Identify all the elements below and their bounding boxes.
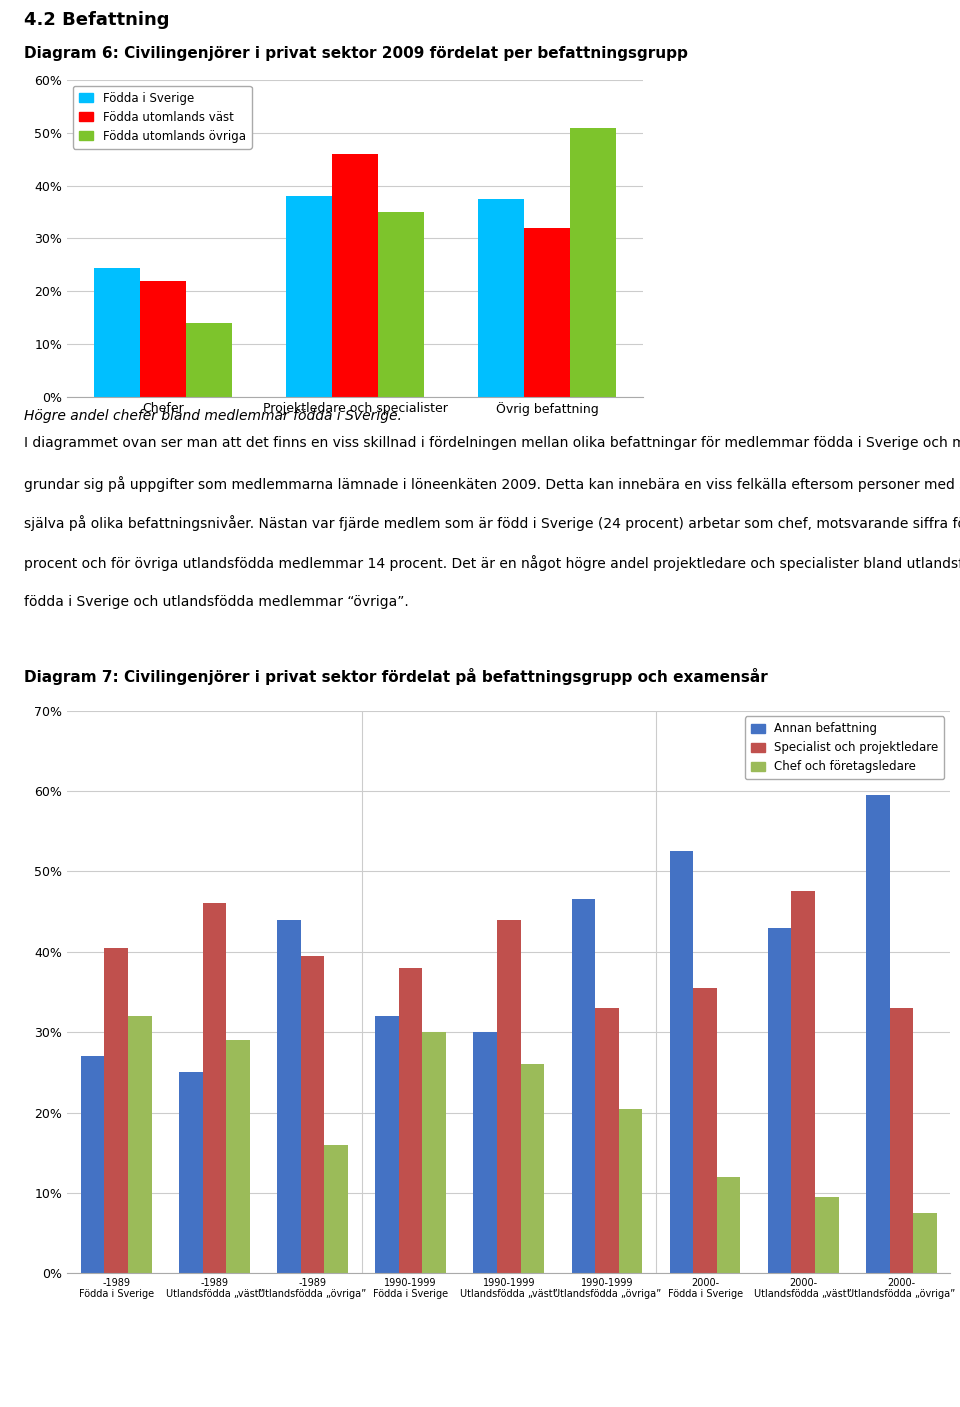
Bar xyxy=(399,968,422,1273)
Bar xyxy=(105,948,128,1273)
Bar xyxy=(140,281,186,397)
Bar xyxy=(570,128,616,397)
Bar xyxy=(866,795,890,1273)
Bar xyxy=(595,1007,618,1273)
Text: själva på olika befattningsnivåer. Nästan var fjärde medlem som är född i Sverig: själva på olika befattningsnivåer. Nästa… xyxy=(24,515,960,532)
Bar xyxy=(128,1016,152,1273)
Bar xyxy=(670,851,693,1273)
Text: Diagram 6: Civilingenjörer i privat sektor 2009 fördelat per befattningsgrupp: Diagram 6: Civilingenjörer i privat sekt… xyxy=(24,46,688,61)
Legend: Födda i Sverige, Födda utomlands väst, Födda utomlands övriga: Födda i Sverige, Födda utomlands väst, F… xyxy=(73,86,252,149)
Text: grundar sig på uppgifter som medlemmarna lämnade i löneenkäten 2009. Detta kan i: grundar sig på uppgifter som medlemmarna… xyxy=(24,476,960,492)
Legend: Annan befattning, Specialist och projektledare, Chef och företagsledare: Annan befattning, Specialist och projekt… xyxy=(745,716,945,779)
Bar xyxy=(180,1072,203,1273)
Bar xyxy=(300,955,324,1273)
Bar xyxy=(520,1064,544,1273)
Bar xyxy=(332,155,378,397)
Bar xyxy=(618,1109,642,1273)
Bar xyxy=(524,228,570,397)
Bar xyxy=(277,920,300,1273)
Bar xyxy=(378,212,424,397)
Bar xyxy=(497,920,520,1273)
Bar xyxy=(94,267,140,397)
Text: I diagrammet ovan ser man att det finns en viss skillnad i fördelningen mellan o: I diagrammet ovan ser man att det finns … xyxy=(24,436,960,450)
Bar xyxy=(791,892,815,1273)
Text: procent och för övriga utlandsfödda medlemmar 14 procent. Det är en något högre : procent och för övriga utlandsfödda medl… xyxy=(24,556,960,571)
Bar xyxy=(375,1016,399,1273)
Bar xyxy=(324,1145,348,1273)
Bar xyxy=(815,1197,838,1273)
Bar xyxy=(693,988,717,1273)
Bar xyxy=(478,198,524,397)
Bar xyxy=(890,1007,913,1273)
Bar xyxy=(913,1213,937,1273)
Text: 4.2 Befattning: 4.2 Befattning xyxy=(24,11,170,28)
Bar xyxy=(717,1176,740,1273)
Bar xyxy=(81,1057,105,1273)
Bar xyxy=(203,903,227,1273)
Bar xyxy=(422,1033,446,1273)
Bar xyxy=(473,1033,497,1273)
Text: Diagram 7: Civilingenjörer i privat sektor fördelat på befattningsgrupp och exam: Diagram 7: Civilingenjörer i privat sekt… xyxy=(24,668,768,685)
Text: födda i Sverige och utlandsfödda medlemmar “övriga”.: födda i Sverige och utlandsfödda medlemm… xyxy=(24,595,409,609)
Bar xyxy=(286,196,332,397)
Text: Högre andel chefer bland medlemmar födda i Sverige.: Högre andel chefer bland medlemmar födda… xyxy=(24,409,402,424)
Bar xyxy=(227,1040,250,1273)
Bar xyxy=(768,927,791,1273)
Bar xyxy=(571,899,595,1273)
Bar xyxy=(186,324,232,397)
